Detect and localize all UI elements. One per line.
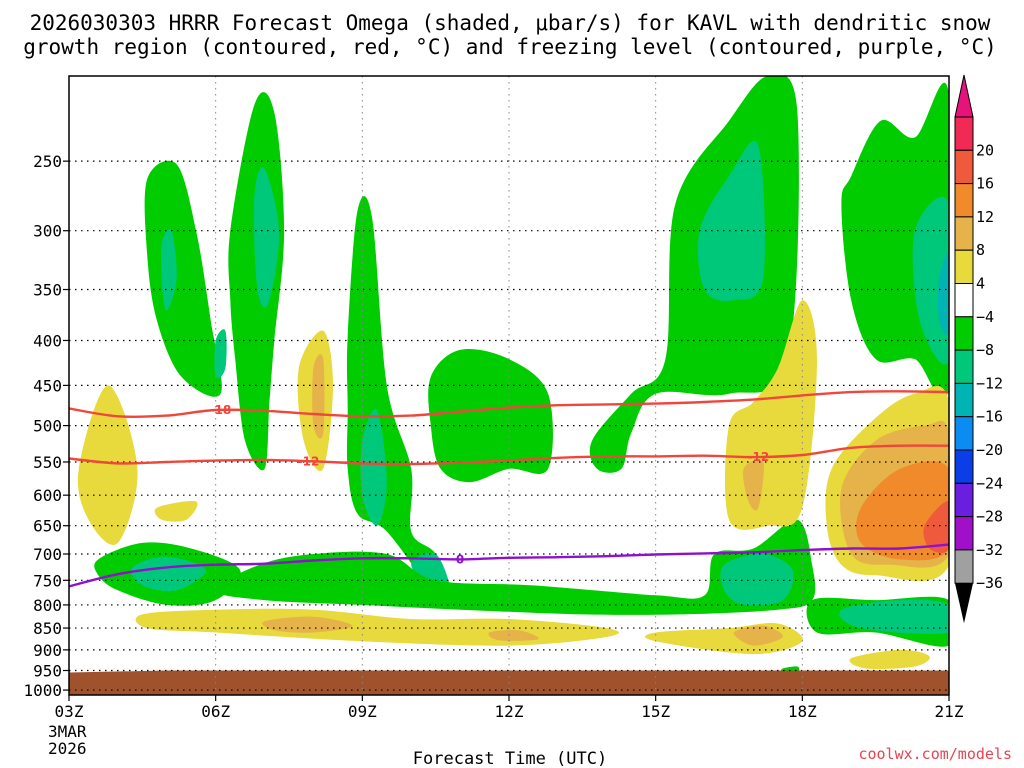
date-label-day: 3MAR xyxy=(48,722,87,741)
colorbar-label-12: −32 xyxy=(976,541,1003,559)
y-tick-label-400: 400 xyxy=(33,331,62,350)
colorbar-label-0: 20 xyxy=(976,141,994,159)
colorbar-label-6: −8 xyxy=(976,341,994,359)
colorbar-swatch-1 xyxy=(954,149,974,185)
colorbar: 20 16 12 8 4 −4 −8 −12 −16 −20 −24 −28 −32 −36 xyxy=(954,74,1003,624)
dendritic-contour-minus12-label-2: -12 xyxy=(747,450,769,464)
dendritic-contour-minus12 xyxy=(69,444,949,466)
omega-region-4 xyxy=(214,329,227,379)
omega-region-14 xyxy=(697,140,766,302)
omega-region-0 xyxy=(144,160,222,397)
y-tick-label-300: 300 xyxy=(33,222,62,241)
y-tick-label-950: 950 xyxy=(33,662,62,681)
x-tick-label-15Z: 15Z xyxy=(641,702,670,721)
colorbar-label-4: 4 xyxy=(976,275,985,293)
colorbar-label-2: 12 xyxy=(976,208,994,226)
grid xyxy=(69,76,949,695)
y-tick-label-850: 850 xyxy=(33,619,62,638)
y-tick-label-800: 800 xyxy=(33,596,62,615)
colorbar-swatch-3 xyxy=(954,216,974,251)
chart-title-line-2: growth region (contoured, red, °C) and f… xyxy=(23,35,997,59)
omega-shading xyxy=(77,76,949,674)
colorbar-swatch-8 xyxy=(954,382,974,418)
omega-region-35 xyxy=(849,649,930,670)
dendritic-contour-minus18 xyxy=(69,390,949,419)
y-tick-label-700: 700 xyxy=(33,545,62,564)
contours: -18 -12 -12 0 xyxy=(69,390,949,588)
colorbar-swatch-2 xyxy=(954,183,974,218)
colorbar-top-arrow xyxy=(954,74,974,118)
colorbar-label-1: 16 xyxy=(976,175,994,193)
omega-region-30 xyxy=(733,625,783,646)
x-axis-label: Forecast Time (UTC) xyxy=(413,749,607,768)
freezing-level-contour xyxy=(69,543,949,588)
colorbar-bottom-arrow xyxy=(955,583,973,624)
colorbar-label-11: −28 xyxy=(976,508,1003,526)
omega-region-24 xyxy=(135,608,620,646)
dendritic-contour-minus18-label: -18 xyxy=(210,403,232,417)
omega-region-1 xyxy=(160,228,177,311)
omega-region-3 xyxy=(253,166,280,308)
colorbar-swatch-7 xyxy=(954,349,974,384)
y-tick-label-350: 350 xyxy=(33,281,62,300)
colorbar-swatch-6 xyxy=(954,316,974,351)
y-tick-label-450: 450 xyxy=(33,376,62,395)
y-tick-label-650: 650 xyxy=(33,517,62,536)
y-tick-label-500: 500 xyxy=(33,417,62,436)
freezing-level-contour-label: 0 xyxy=(456,552,464,566)
omega-region-19 xyxy=(839,599,949,634)
colorbar-swatch-12 xyxy=(954,516,974,551)
colorbar-swatch-0 xyxy=(954,116,974,151)
credit-text: coolwx.com/models xyxy=(858,745,1012,763)
colorbar-swatch-10 xyxy=(954,449,974,484)
colorbar-swatch-9 xyxy=(954,416,974,451)
dendritic-contour-minus12-label: -12 xyxy=(298,454,320,468)
omega-region-23 xyxy=(312,354,325,439)
colorbar-label-3: 8 xyxy=(976,241,985,259)
x-tick-label-12Z: 12Z xyxy=(495,702,524,721)
colorbar-label-7: −12 xyxy=(976,374,1003,392)
omega-region-34 xyxy=(923,501,949,553)
omega-region-25 xyxy=(262,616,353,633)
y-tick-label-550: 550 xyxy=(33,453,62,472)
omega-region-26 xyxy=(488,629,539,641)
omega-region-11 xyxy=(215,519,816,615)
colorbar-label-5: −4 xyxy=(976,308,994,326)
y-tick-label-900: 900 xyxy=(33,641,62,660)
colorbar-label-13: −36 xyxy=(976,574,1003,592)
y-tick-label-1000: 1000 xyxy=(23,681,62,700)
colorbar-swatch-5 xyxy=(954,283,974,318)
colorbar-label-9: −20 xyxy=(976,441,1003,459)
y-tick-label-250: 250 xyxy=(33,152,62,171)
omega-region-17 xyxy=(938,253,949,336)
omega-region-2 xyxy=(228,92,285,471)
colorbar-swatch-11 xyxy=(954,482,974,518)
omega-region-20 xyxy=(77,385,138,545)
omega-region-7 xyxy=(428,349,553,483)
omega-region-6 xyxy=(360,408,387,526)
y-axis-ticks: 250 300 350 400 450 500 550 600 650 700 750 800 850 9… xyxy=(23,152,69,700)
colorbar-swatch-4 xyxy=(954,249,974,284)
colorbar-label-10: −24 xyxy=(976,474,1003,492)
date-label-year: 2026 xyxy=(48,739,87,758)
omega-region-12 xyxy=(720,553,794,606)
colorbar-swatch-13 xyxy=(954,549,974,584)
x-tick-label-18Z: 18Z xyxy=(788,702,817,721)
x-axis-ticks: 03Z 06Z 09Z 12Z 15Z 18Z 21Z xyxy=(55,695,964,721)
x-tick-label-21Z: 21Z xyxy=(935,702,964,721)
omega-region-21 xyxy=(154,501,198,522)
x-tick-label-03Z: 03Z xyxy=(55,702,84,721)
omega-region-28 xyxy=(743,459,764,511)
x-tick-label-09Z: 09Z xyxy=(348,702,377,721)
y-tick-label-600: 600 xyxy=(33,486,62,505)
x-tick-label-06Z: 06Z xyxy=(201,702,230,721)
chart-title-line-1: 2026030303 HRRR Forecast Omega (shaded, … xyxy=(30,11,991,35)
y-tick-label-750: 750 xyxy=(33,571,62,590)
colorbar-label-8: −16 xyxy=(976,408,1003,426)
